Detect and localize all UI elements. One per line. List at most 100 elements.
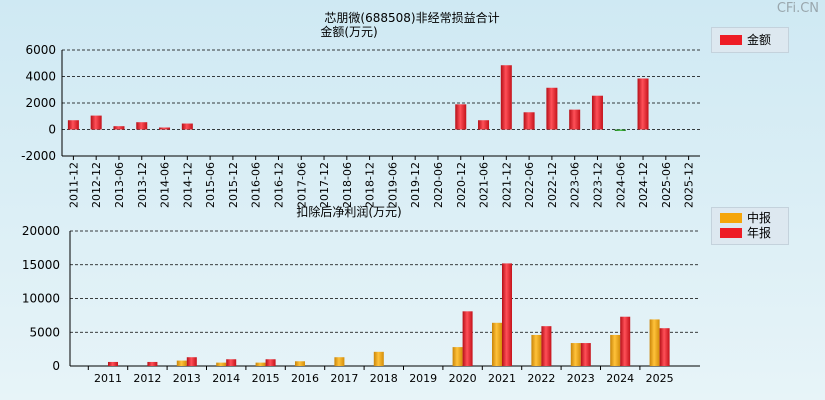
bar-amount <box>478 120 490 130</box>
x-tick-label: 2018 <box>370 372 398 385</box>
bar-annual <box>108 361 118 366</box>
bar-interim <box>531 334 542 366</box>
y-tick-label: 5000 <box>29 325 60 339</box>
x-tick-label: 2017-06 <box>295 162 308 208</box>
x-tick-label: 2018-12 <box>364 162 377 208</box>
x-tick-label: 2012-12 <box>90 162 103 208</box>
watermark: CFi.CN <box>776 1 819 16</box>
x-tick-label: 2017 <box>330 372 358 385</box>
bar-interim <box>492 322 502 366</box>
legend-swatch-annual <box>720 228 742 238</box>
bar-amount <box>591 95 603 130</box>
x-tick-label: 2016-12 <box>272 162 285 208</box>
y-tick-label: 0 <box>52 359 60 373</box>
x-tick-label: 2022-06 <box>523 162 536 208</box>
x-tick-label: 2022-12 <box>546 162 559 208</box>
x-tick-label: 2019 <box>409 372 437 385</box>
x-tick-label: 2022 <box>527 372 555 385</box>
bar-amount <box>136 122 148 130</box>
legend-label-annual: 年报 <box>747 226 772 240</box>
legend-label-amount: 金额 <box>747 33 772 47</box>
top-chart: -2000 0 2000 4000 6000 2011-12 2012-12 2013-06 2… <box>21 43 700 208</box>
x-tick-label: 2021-12 <box>500 162 513 208</box>
x-tick-label: 2011 <box>94 372 122 385</box>
y-tick-label: 20000 <box>22 224 60 238</box>
bar-interim <box>255 362 266 366</box>
x-tick-label: 2024 <box>606 372 634 385</box>
x-tick-label: 2019-12 <box>409 162 422 208</box>
bar-interim <box>216 362 227 366</box>
x-tick-label: 2023-12 <box>591 162 604 208</box>
x-tick-label: 2014-12 <box>181 162 194 208</box>
bar-annual <box>502 263 512 366</box>
legend-item-annual: 年报 <box>720 226 771 240</box>
x-tick-label: 2013-12 <box>136 162 149 208</box>
y-tick-label: 15000 <box>22 258 60 272</box>
x-tick-label: 2012 <box>133 372 161 385</box>
bar-annual <box>659 328 670 366</box>
bar-interim <box>570 343 581 366</box>
bar-annual <box>186 357 197 366</box>
x-tick-label: 2013 <box>173 372 201 385</box>
x-tick-label: 2024-06 <box>614 162 627 208</box>
x-tick-label: 2023 <box>567 372 595 385</box>
bottom-chart: 0 5000 10000 15000 20000 2011 2012 2013 2014 2015… <box>22 224 700 385</box>
bar-interim <box>649 319 660 366</box>
bar-annual <box>620 316 631 366</box>
top-chart-title: 芯朋微(688508)非经常损益合计 <box>324 10 499 25</box>
x-tick-label: 2011-12 <box>67 162 80 208</box>
y-tick-label: 0 <box>48 123 56 137</box>
bottom-chart-title: 扣除后净利润(万元) <box>296 204 401 219</box>
y-tick-label: 10000 <box>22 292 60 306</box>
x-tick-label: 2015 <box>252 372 280 385</box>
y-tick-label: 4000 <box>25 70 56 84</box>
bar-annual <box>226 359 237 366</box>
x-tick-label: 2016 <box>291 372 319 385</box>
x-tick-label: 2020 <box>449 372 477 385</box>
bar-annual <box>147 361 158 366</box>
bar-amount <box>113 126 125 130</box>
x-tick-label: 2020-12 <box>455 162 468 208</box>
bar-annual <box>580 343 591 366</box>
bar-annual <box>265 359 276 366</box>
x-tick-label: 2019-06 <box>386 162 399 208</box>
y-tick-label: 2000 <box>25 96 56 110</box>
bar-amount <box>90 115 102 130</box>
bar-interim <box>452 347 463 366</box>
bar-amount <box>159 127 171 130</box>
x-tick-label: 2023-06 <box>569 162 582 208</box>
x-tick-label: 2021-06 <box>478 162 491 208</box>
bar-interim <box>334 357 345 366</box>
legend-item-interim: 中报 <box>720 211 771 225</box>
bar-amount <box>500 65 512 130</box>
x-tick-label: 2024-12 <box>637 162 650 208</box>
legend-item-amount: 金额 <box>720 33 771 47</box>
y-tick-label: 6000 <box>25 43 56 57</box>
top-legend: 金额 <box>711 27 789 53</box>
x-tick-label: 2018-06 <box>341 162 354 208</box>
bar-amount <box>181 123 193 130</box>
legend-swatch-amount <box>720 35 742 45</box>
x-tick-label: 2015-06 <box>204 162 217 208</box>
legend-swatch-interim <box>720 213 742 223</box>
x-tick-label: 2025 <box>646 372 674 385</box>
bar-amount <box>523 112 535 130</box>
x-tick-label: 2014-06 <box>159 162 172 208</box>
bar-interim <box>176 360 187 366</box>
x-tick-label: 2017-12 <box>318 162 331 208</box>
bar-amount <box>637 78 649 130</box>
bar-interim <box>610 334 621 366</box>
bar-amount <box>455 104 467 130</box>
x-tick-label: 2015-12 <box>227 162 240 208</box>
x-tick-label: 2025-12 <box>683 162 696 208</box>
bottom-legend: 中报 年报 <box>711 207 789 245</box>
x-tick-label: 2014 <box>212 372 240 385</box>
y-tick-label: -2000 <box>21 149 56 163</box>
x-tick-label: 2021 <box>488 372 516 385</box>
bar-interim <box>295 361 305 366</box>
bar-annual <box>462 311 473 366</box>
x-tick-label: 2013-06 <box>113 162 126 208</box>
bar-amount <box>569 109 581 130</box>
